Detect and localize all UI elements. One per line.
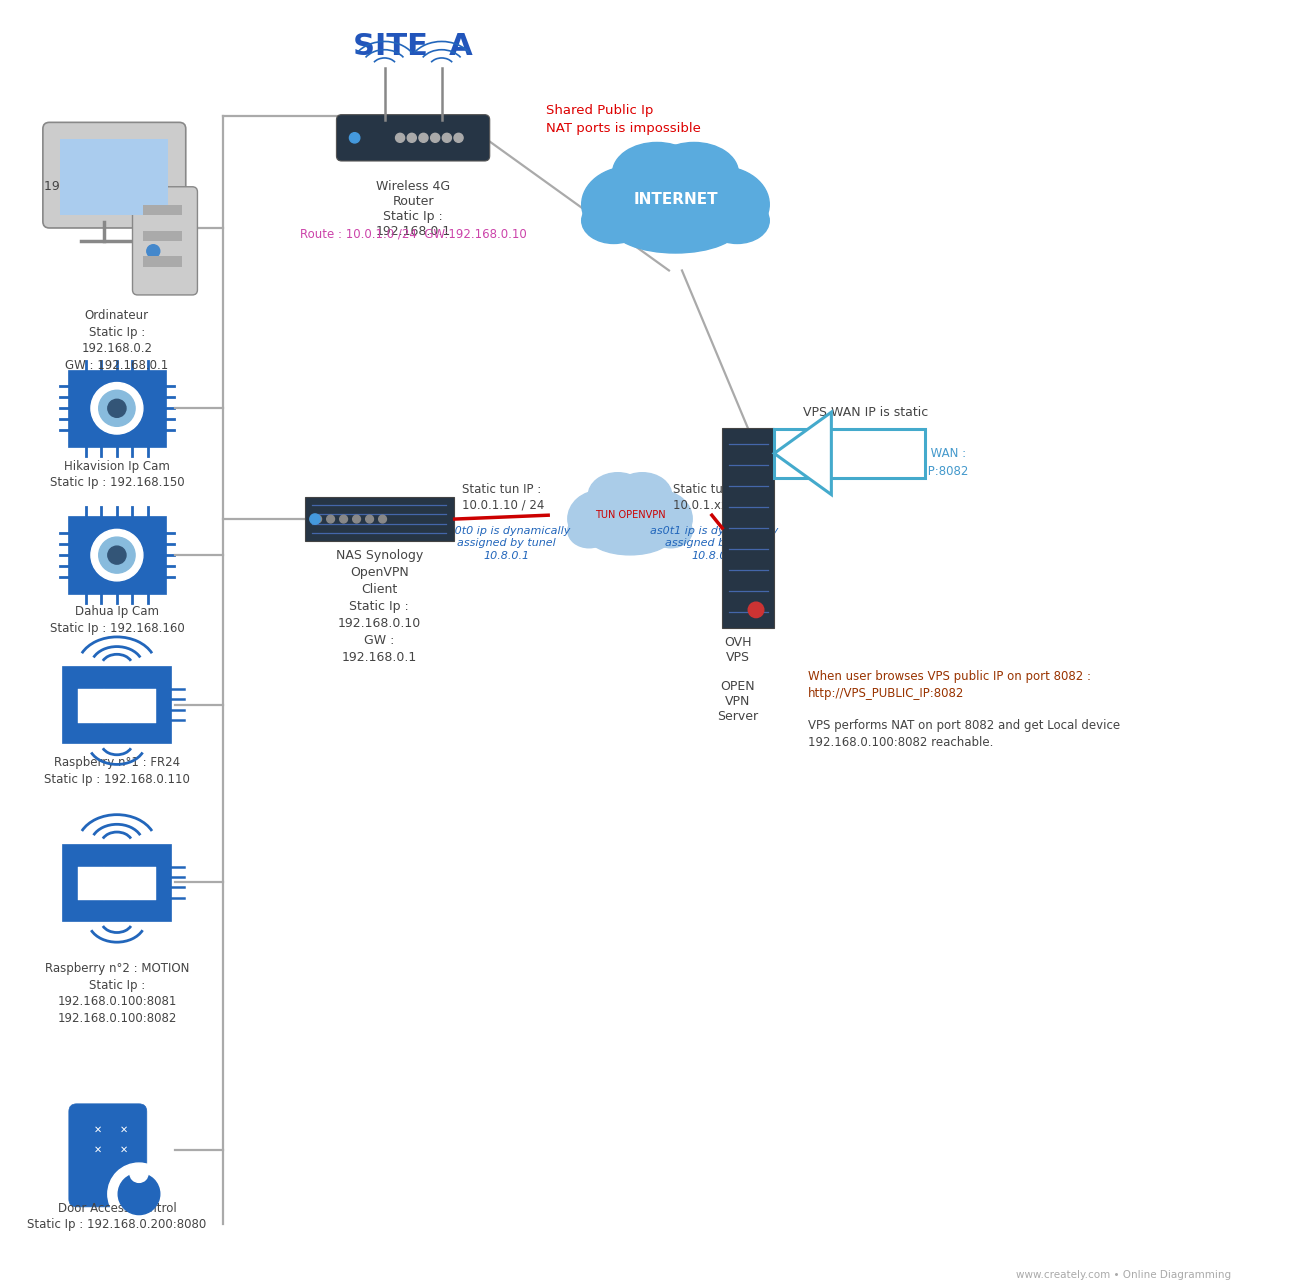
Ellipse shape bbox=[582, 166, 681, 242]
Circle shape bbox=[314, 515, 321, 523]
Circle shape bbox=[326, 515, 334, 523]
Text: www.creately.com • Online Diagramming: www.creately.com • Online Diagramming bbox=[1016, 1270, 1231, 1280]
Ellipse shape bbox=[650, 514, 692, 547]
Text: Raspberry n°1 : FR24
Static Ip : 192.168.0.110: Raspberry n°1 : FR24 Static Ip : 192.168… bbox=[44, 756, 190, 786]
Text: Raspberry n°2 : MOTION
Static Ip :
192.168.0.100:8081
192.168.0.100:8082: Raspberry n°2 : MOTION Static Ip : 192.1… bbox=[44, 962, 190, 1025]
FancyBboxPatch shape bbox=[143, 205, 182, 215]
Ellipse shape bbox=[587, 515, 673, 555]
Text: VPS performs NAT on port 8082 and get Local device
192.168.0.100:8082 reachable.: VPS performs NAT on port 8082 and get Lo… bbox=[808, 719, 1120, 750]
FancyBboxPatch shape bbox=[62, 844, 171, 921]
FancyBboxPatch shape bbox=[104, 689, 130, 723]
Ellipse shape bbox=[582, 198, 646, 243]
FancyBboxPatch shape bbox=[60, 139, 168, 215]
Text: INTERNET: INTERNET bbox=[633, 192, 718, 207]
FancyBboxPatch shape bbox=[774, 429, 925, 478]
Text: Ordinateur
Static Ip :
192.168.0.2
GW : 192.168.0.1: Ordinateur Static Ip : 192.168.0.2 GW : … bbox=[65, 309, 169, 372]
FancyBboxPatch shape bbox=[78, 689, 104, 723]
Text: LAN range
192.168.0.0 /24: LAN range 192.168.0.0 /24 bbox=[44, 165, 143, 193]
Ellipse shape bbox=[568, 514, 611, 547]
Circle shape bbox=[408, 134, 416, 143]
FancyBboxPatch shape bbox=[69, 1104, 147, 1207]
Text: as0t1 ip is dynamically
assigned by tunel
10.8.0.5: as0t1 ip is dynamically assigned by tune… bbox=[651, 526, 778, 562]
Text: Static tun IP :
10.0.1.xx /24: Static tun IP : 10.0.1.xx /24 bbox=[673, 483, 752, 511]
Circle shape bbox=[352, 515, 360, 523]
Circle shape bbox=[349, 133, 360, 143]
FancyBboxPatch shape bbox=[78, 867, 104, 900]
Text: OPEN
VPN
Server: OPEN VPN Server bbox=[717, 680, 759, 723]
Text: ✕: ✕ bbox=[94, 1145, 101, 1155]
Circle shape bbox=[442, 134, 452, 143]
Circle shape bbox=[108, 1163, 170, 1225]
Circle shape bbox=[108, 546, 126, 564]
Text: ✕: ✕ bbox=[120, 1124, 127, 1135]
FancyBboxPatch shape bbox=[132, 187, 197, 295]
Circle shape bbox=[748, 603, 764, 618]
Circle shape bbox=[147, 245, 160, 258]
Text: NAS Synology
OpenVPN
Client
Static Ip :
192.168.0.10
GW :
192.168.0.1: NAS Synology OpenVPN Client Static Ip : … bbox=[335, 549, 423, 663]
Text: ✕: ✕ bbox=[94, 1124, 101, 1135]
Ellipse shape bbox=[568, 491, 634, 547]
FancyBboxPatch shape bbox=[68, 370, 166, 447]
Circle shape bbox=[130, 1164, 148, 1182]
Text: as0t0 ip is dynamically
assigned by tunel
10.8.0.1: as0t0 ip is dynamically assigned by tune… bbox=[443, 526, 570, 562]
Circle shape bbox=[395, 134, 404, 143]
Text: Route : 10.0.1.0 /24  GW:192.168.0.10: Route : 10.0.1.0 /24 GW:192.168.0.10 bbox=[300, 228, 526, 241]
FancyBboxPatch shape bbox=[722, 428, 774, 629]
Text: SITE  A: SITE A bbox=[353, 32, 473, 61]
Circle shape bbox=[418, 134, 427, 143]
Text: ✕: ✕ bbox=[120, 1145, 127, 1155]
Ellipse shape bbox=[612, 200, 739, 252]
FancyBboxPatch shape bbox=[143, 231, 182, 241]
Text: Wireless 4G
Router
Static Ip :
192.168.0.1: Wireless 4G Router Static Ip : 192.168.0… bbox=[375, 180, 451, 238]
FancyBboxPatch shape bbox=[130, 689, 156, 723]
Text: When user browses VPS public IP on port 8082 :
http://VPS_PUBLIC_IP:8082: When user browses VPS public IP on port … bbox=[808, 670, 1091, 701]
Ellipse shape bbox=[588, 473, 647, 518]
Text: OVH
VPS: OVH VPS bbox=[724, 636, 752, 665]
Ellipse shape bbox=[608, 146, 743, 245]
FancyBboxPatch shape bbox=[304, 497, 455, 541]
Circle shape bbox=[91, 529, 143, 581]
FancyBboxPatch shape bbox=[104, 867, 130, 900]
Text: Static tun IP :
10.0.1.10 / 24: Static tun IP : 10.0.1.10 / 24 bbox=[462, 483, 544, 511]
Circle shape bbox=[91, 383, 143, 434]
Circle shape bbox=[99, 537, 135, 573]
Text: Shared Public Ip
NAT ports is impossible: Shared Public Ip NAT ports is impossible bbox=[546, 104, 700, 135]
Ellipse shape bbox=[626, 491, 692, 547]
Text: Dahua Ip Cam
Static Ip : 192.168.160: Dahua Ip Cam Static Ip : 192.168.160 bbox=[49, 605, 184, 635]
Circle shape bbox=[118, 1173, 160, 1215]
FancyBboxPatch shape bbox=[62, 666, 171, 743]
Text: TUN OPENVPN: TUN OPENVPN bbox=[595, 510, 665, 520]
Ellipse shape bbox=[705, 198, 769, 243]
Circle shape bbox=[309, 514, 320, 524]
Text: Door Access Control
Static Ip : 192.168.0.200:8080: Door Access Control Static Ip : 192.168.… bbox=[27, 1202, 207, 1231]
Circle shape bbox=[431, 134, 439, 143]
Ellipse shape bbox=[613, 143, 701, 204]
FancyBboxPatch shape bbox=[130, 867, 156, 900]
FancyBboxPatch shape bbox=[143, 256, 182, 267]
FancyBboxPatch shape bbox=[336, 115, 490, 161]
Circle shape bbox=[379, 515, 387, 523]
Ellipse shape bbox=[670, 166, 769, 242]
Circle shape bbox=[99, 390, 135, 426]
Ellipse shape bbox=[585, 475, 675, 549]
Circle shape bbox=[455, 134, 462, 143]
FancyBboxPatch shape bbox=[68, 516, 166, 594]
Circle shape bbox=[339, 515, 347, 523]
Ellipse shape bbox=[650, 143, 738, 204]
Text: Hikavision Ip Cam
Static Ip : 192.168.150: Hikavision Ip Cam Static Ip : 192.168.15… bbox=[49, 460, 184, 489]
Polygon shape bbox=[774, 412, 831, 495]
Text: VPS WAN IP is static: VPS WAN IP is static bbox=[803, 406, 927, 419]
Circle shape bbox=[366, 515, 374, 523]
Circle shape bbox=[108, 399, 126, 417]
FancyBboxPatch shape bbox=[43, 122, 186, 228]
Ellipse shape bbox=[613, 473, 672, 518]
Text: Inbound trafic from WAN :
http://VPS_PUBLIC_IP:8082: Inbound trafic from WAN : http://VPS_PUB… bbox=[813, 447, 969, 478]
